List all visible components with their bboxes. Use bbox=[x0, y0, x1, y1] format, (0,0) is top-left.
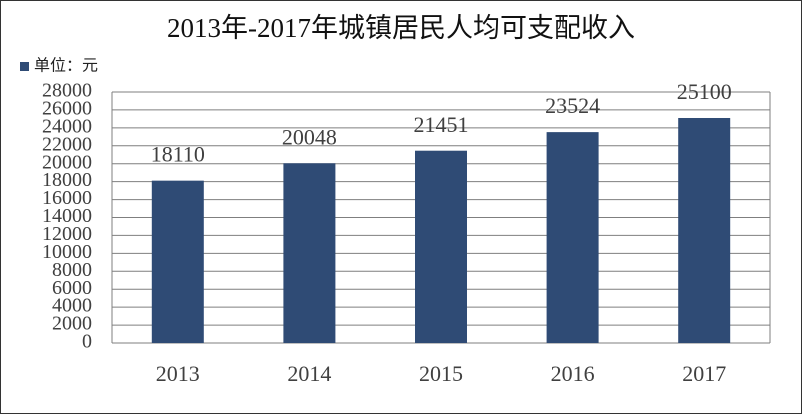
x-tick-label: 2015 bbox=[419, 361, 463, 386]
data-label: 18110 bbox=[151, 142, 205, 167]
y-tick-label: 8000 bbox=[52, 259, 92, 281]
y-tick-label: 14000 bbox=[42, 205, 92, 227]
x-tick-label: 2013 bbox=[156, 361, 200, 386]
data-label: 21451 bbox=[414, 112, 469, 137]
y-tick-label: 26000 bbox=[42, 98, 92, 120]
data-label: 25100 bbox=[677, 79, 732, 104]
bar bbox=[151, 180, 204, 343]
bar bbox=[415, 150, 467, 343]
x-tick-label: 2014 bbox=[287, 361, 331, 386]
y-tick-label: 4000 bbox=[52, 295, 92, 317]
y-tick-label: 18000 bbox=[42, 169, 92, 191]
chart-title: 2013年-2017年城镇居民人均可支配收入 bbox=[167, 13, 635, 43]
bar bbox=[283, 163, 336, 343]
x-tick-label: 2016 bbox=[551, 361, 595, 386]
y-tick-label: 22000 bbox=[42, 133, 92, 155]
bar bbox=[678, 117, 731, 343]
y-tick-label: 6000 bbox=[52, 277, 92, 299]
data-label: 20048 bbox=[282, 124, 337, 149]
y-tick-label: 0 bbox=[82, 331, 92, 353]
x-tick-label: 2017 bbox=[682, 361, 726, 386]
y-tick-label: 28000 bbox=[42, 80, 92, 102]
y-tick-label: 2000 bbox=[52, 313, 92, 335]
legend-label: 单位：元 bbox=[34, 57, 98, 75]
bar bbox=[546, 132, 599, 343]
y-tick-label: 24000 bbox=[42, 115, 92, 137]
y-tick-label: 12000 bbox=[42, 223, 92, 245]
y-tick-label: 16000 bbox=[42, 187, 92, 209]
y-tick-label: 10000 bbox=[42, 241, 92, 263]
data-label: 23524 bbox=[545, 93, 600, 118]
legend-marker bbox=[20, 62, 29, 71]
y-tick-label: 20000 bbox=[42, 151, 92, 173]
